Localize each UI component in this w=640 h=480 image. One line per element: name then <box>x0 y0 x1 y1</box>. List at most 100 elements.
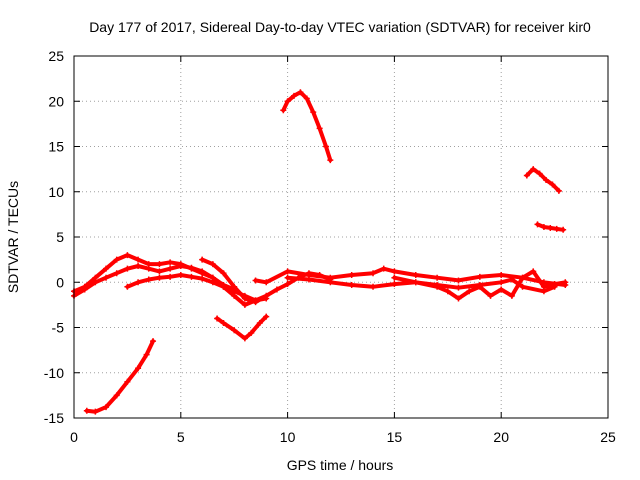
data-point <box>560 226 567 233</box>
series-arc-10 <box>392 275 557 294</box>
y-tick-label: -15 <box>44 410 64 426</box>
series-arc-7-points <box>280 89 334 164</box>
data-point <box>540 224 547 231</box>
data-point <box>231 292 238 299</box>
data-point <box>498 272 505 279</box>
data-point <box>530 166 537 173</box>
data-point <box>348 272 355 279</box>
data-point <box>124 265 131 272</box>
data-point <box>412 272 419 279</box>
chart-title: Day 177 of 2017, Sidereal Day-to-day VTE… <box>89 19 591 35</box>
data-point <box>103 404 110 411</box>
data-point <box>297 89 304 96</box>
data-point <box>124 378 131 385</box>
grid <box>74 56 608 418</box>
data-point <box>241 301 248 308</box>
data-point <box>143 351 150 358</box>
data-point <box>199 268 206 275</box>
x-tick-label: 20 <box>493 429 509 445</box>
data-point <box>263 279 270 286</box>
data-point <box>284 268 291 275</box>
data-point <box>92 279 99 286</box>
data-point <box>248 329 255 336</box>
data-point <box>370 270 377 277</box>
data-point <box>380 265 387 272</box>
x-tick-label: 15 <box>387 429 403 445</box>
data-point <box>455 277 462 284</box>
data-point <box>135 365 142 372</box>
data-point <box>113 256 120 263</box>
y-tick-label: -5 <box>52 320 65 336</box>
data-point <box>562 279 569 286</box>
data-point <box>256 319 263 326</box>
data-point <box>498 286 505 293</box>
data-point <box>252 299 259 306</box>
data-point <box>220 319 227 326</box>
data-point <box>156 261 163 268</box>
data-point <box>103 274 110 281</box>
data-point <box>291 92 298 99</box>
data-point <box>305 276 312 283</box>
data-point <box>434 281 441 288</box>
y-axis-label: SDTVAR / TECUs <box>5 181 21 293</box>
data-point <box>508 292 515 299</box>
series-arc-1-points <box>83 338 157 415</box>
data-point <box>167 265 174 272</box>
series-arc-11-points <box>523 166 562 194</box>
data-point <box>156 268 163 275</box>
data-point <box>188 264 195 271</box>
data-point <box>547 224 554 231</box>
data-point <box>476 281 483 288</box>
data-point <box>124 283 131 290</box>
data-point <box>498 279 505 286</box>
data-point <box>303 95 310 102</box>
data-point <box>241 295 248 302</box>
data-point <box>156 274 163 281</box>
data-point <box>530 268 537 275</box>
data-point <box>391 281 398 288</box>
y-tick-label: 5 <box>56 229 64 245</box>
data-point <box>92 408 99 415</box>
data-point <box>103 265 110 272</box>
data-point <box>263 313 270 320</box>
data-point <box>348 281 355 288</box>
data-point <box>135 256 142 263</box>
data-point <box>199 275 206 282</box>
data-point <box>135 262 142 269</box>
data-point <box>327 157 334 164</box>
data-point <box>214 315 221 322</box>
data-point <box>81 286 88 293</box>
data-point <box>549 181 556 188</box>
y-tick-label: 25 <box>48 48 64 64</box>
data-point <box>455 284 462 291</box>
data-point <box>310 109 317 116</box>
data-point <box>209 261 216 268</box>
axis-ticks: 0 5 10 15 20 25 -15 -10 -5 0 5 10 15 20 25 <box>44 48 616 445</box>
data-point <box>150 338 157 345</box>
x-tick-label: 10 <box>280 429 296 445</box>
data-point <box>113 270 120 277</box>
data-point <box>263 292 270 299</box>
data-point <box>316 125 323 132</box>
data-point <box>124 252 131 259</box>
data-point <box>273 286 280 293</box>
data-point <box>508 276 515 283</box>
data-point <box>540 288 547 295</box>
data-point <box>284 98 291 105</box>
data-point <box>434 274 441 281</box>
data-point <box>487 292 494 299</box>
series-arc-7 <box>281 90 333 163</box>
x-tick-label: 0 <box>70 429 78 445</box>
series-arc-6-points <box>214 313 270 342</box>
data-point <box>455 295 462 302</box>
y-tick-label: 10 <box>48 184 64 200</box>
data-point <box>523 172 530 179</box>
data-point <box>231 283 238 290</box>
data-point <box>135 279 142 286</box>
series-arc-9-points <box>284 268 569 302</box>
x-tick-label: 5 <box>177 429 185 445</box>
data-point <box>327 279 334 286</box>
x-tick-label: 25 <box>600 429 616 445</box>
data-point <box>188 273 195 280</box>
data-point <box>543 176 550 183</box>
